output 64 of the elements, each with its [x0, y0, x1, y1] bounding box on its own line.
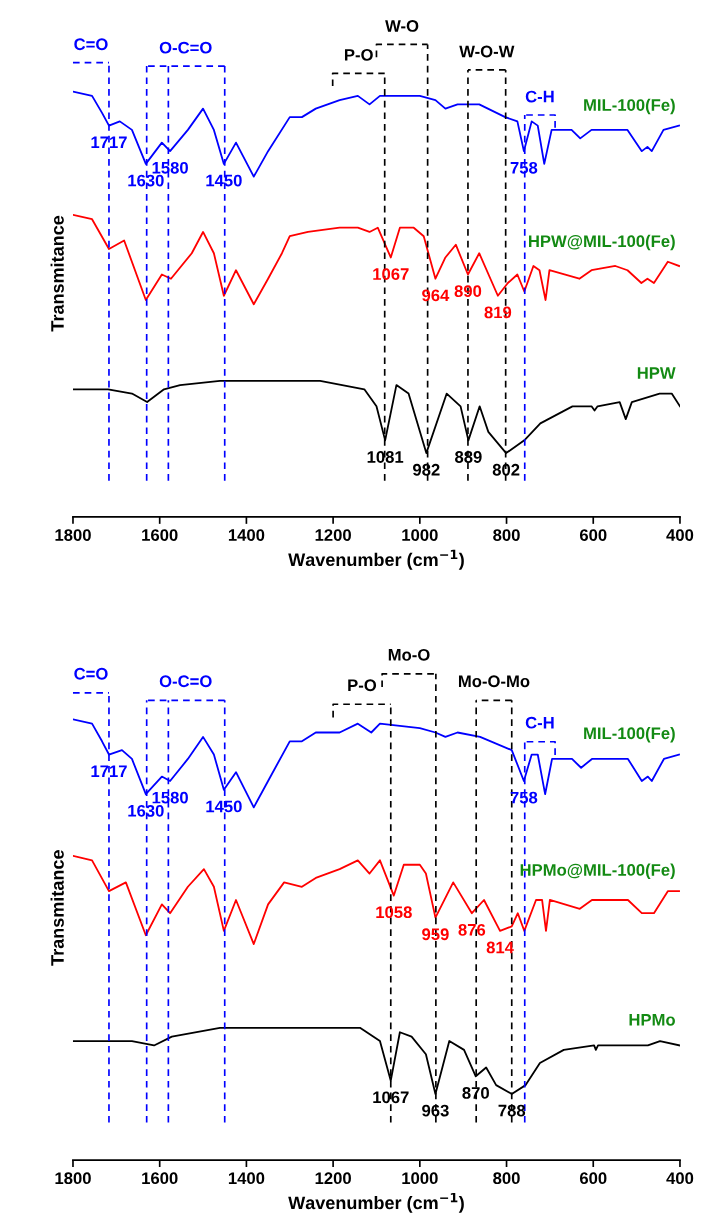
x-tick-label: 1000: [402, 529, 438, 541]
annotation: 959: [422, 928, 449, 941]
y-axis-title: Transmitance: [50, 215, 64, 332]
annotation: 1450: [206, 174, 242, 187]
ref-line-label: Mo-O: [388, 648, 430, 661]
ref-line-label: P-O: [348, 679, 377, 692]
x-tick-label: 1400: [228, 1172, 265, 1185]
x-tick-label: 400: [666, 529, 694, 541]
x-tick-label: 1000: [402, 1172, 438, 1185]
x-tick-label: 1400: [228, 529, 265, 541]
legend-label: W-O-W: [459, 45, 515, 58]
x-axis-title: Wavenumber (cm$^{−1}$): [288, 549, 464, 570]
ref-line-label: O-C=O: [159, 675, 212, 688]
annotation: 1450: [206, 800, 242, 813]
annotation: 1067: [373, 268, 409, 280]
x-tick-label: 1200: [315, 1172, 351, 1185]
annotation: 982: [413, 463, 440, 476]
x-tick-label: 800: [493, 529, 520, 541]
x-tick-label: 1800: [55, 1172, 91, 1185]
ref-line-label: C=O: [74, 38, 108, 51]
x-tick-label: 1200: [315, 529, 351, 541]
annotation: 802: [492, 463, 520, 476]
annotation: 788: [498, 1104, 526, 1117]
ref-line-label: W-O: [385, 20, 419, 32]
ref-line-label: C-H: [525, 716, 554, 729]
series-label: HPMo@MIL-100(Fe): [520, 863, 675, 880]
annotation: 1580: [152, 791, 188, 804]
x-tick-label: 800: [493, 1172, 520, 1185]
annotation: 814: [486, 941, 514, 954]
series-label: MIL-100(Fe): [584, 98, 675, 115]
series-label: HPW: [637, 367, 676, 379]
annotation: 889: [455, 451, 482, 463]
x-tick-label: 1600: [142, 1172, 178, 1185]
legend-label: Mo-O-Mo: [458, 675, 530, 688]
annotation: 1630: [128, 804, 164, 817]
annotation: 1081: [367, 451, 404, 463]
annotation: 819: [484, 306, 512, 319]
x-tick-label: 400: [666, 1172, 694, 1185]
annotation: 1058: [376, 906, 412, 919]
ref-line-label: O-C=O: [159, 41, 212, 54]
annotation: 870: [462, 1087, 489, 1099]
annotation: 1067: [373, 1091, 409, 1104]
ref-line-label: P-O: [344, 48, 373, 61]
annotation: 758: [510, 161, 538, 174]
annotation: 1717: [91, 136, 127, 148]
x-tick-label: 1800: [55, 529, 91, 541]
x-tick-label: 600: [579, 529, 607, 541]
x-axis-title: Wavenumber (cm$^{−1}$): [288, 1192, 464, 1213]
annotation: 876: [458, 923, 486, 936]
x-tick-label: 600: [579, 1172, 607, 1185]
series-label: HPMo: [629, 1014, 675, 1026]
ref-line-label: C=O: [74, 667, 108, 680]
annotation: 963: [422, 1104, 449, 1117]
annotation: 1580: [152, 161, 188, 174]
annotation: 964: [422, 289, 450, 302]
annotation: 758: [510, 791, 538, 804]
series-label: HPW@MIL-100(Fe): [529, 234, 675, 251]
series-label: MIL-100(Fe): [584, 726, 675, 743]
annotation: 1630: [128, 174, 164, 187]
x-tick-label: 1600: [142, 529, 178, 541]
annotation: 1717: [91, 765, 127, 777]
ref-line-label: C-H: [525, 90, 554, 103]
annotation: 890: [454, 285, 482, 298]
y-axis-title: Transmitance: [50, 850, 64, 966]
